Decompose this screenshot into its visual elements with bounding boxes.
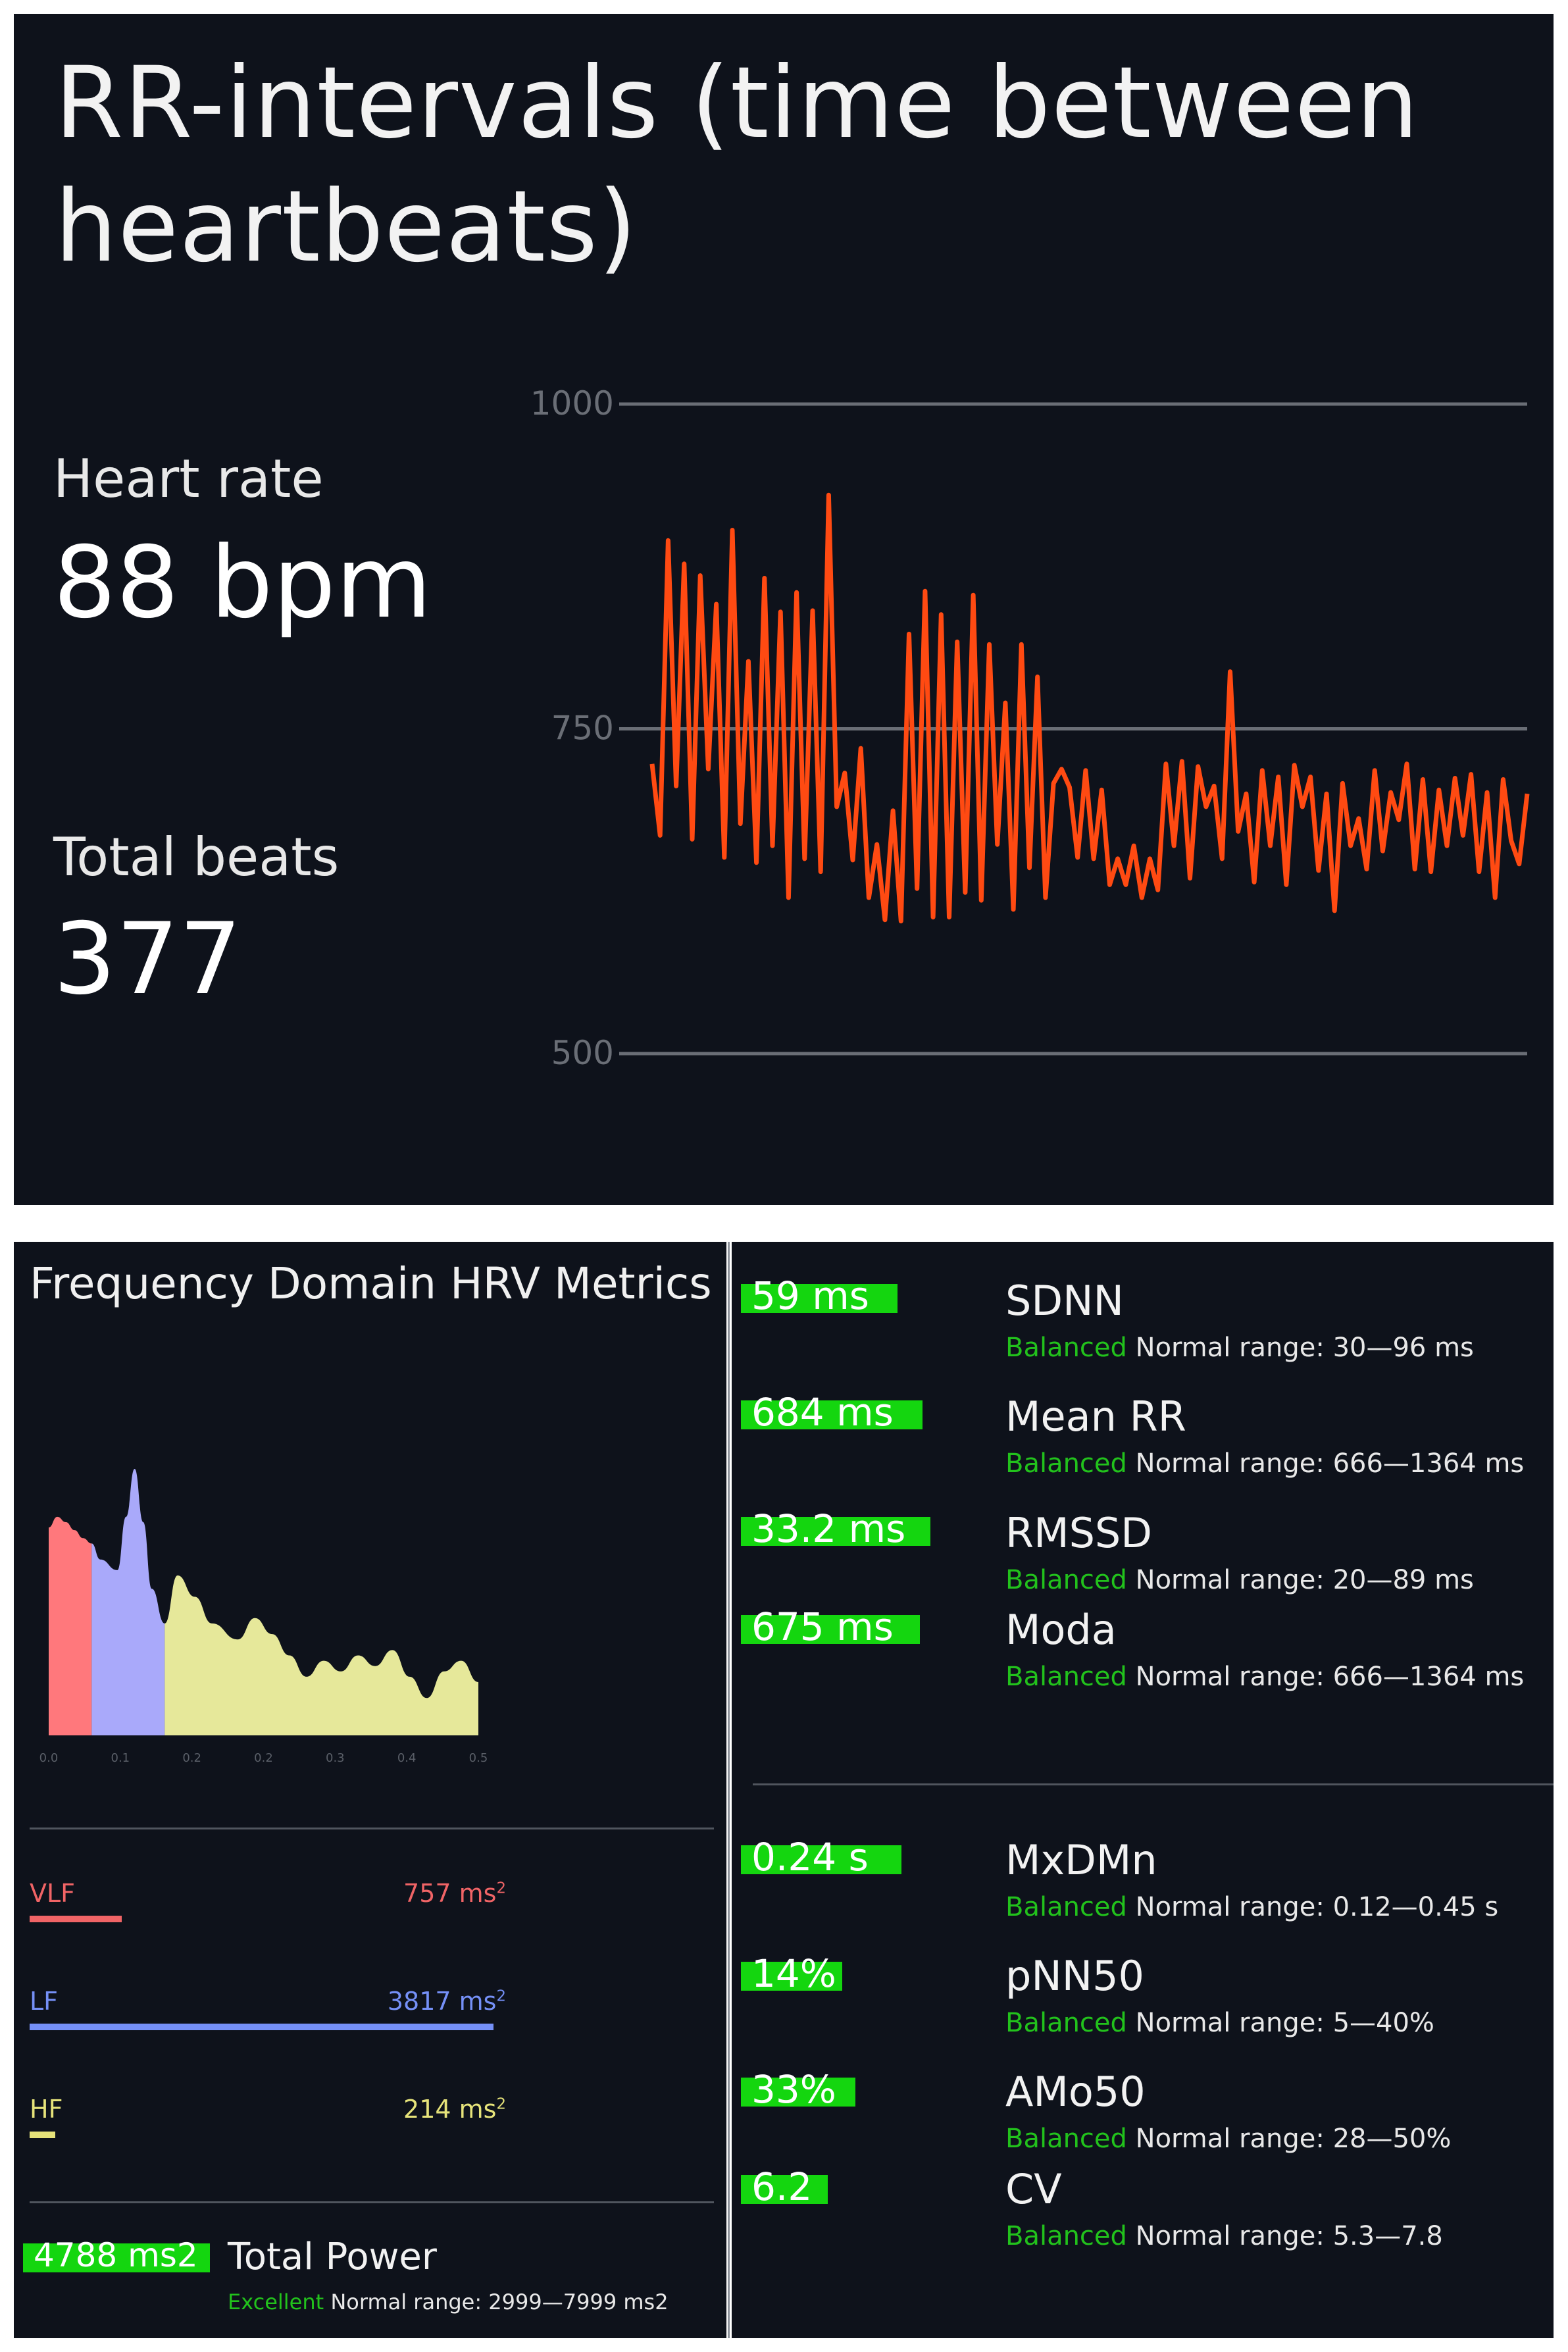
vlf-value: 757 ms2 [403,1879,506,1908]
hf-value: 214 ms2 [403,2095,506,2124]
cv-range: Balanced Normal range: 5.3—7.8 [1005,2221,1443,2251]
amo50-range: Balanced Normal range: 28—50% [1005,2124,1451,2154]
moda-value: 675 ms [741,1608,920,1646]
cv-name: CV [1005,2165,1062,2213]
spectrum-x-tick-label: 0.2 [254,1751,273,1765]
cv-range-text: Normal range: 5.3—7.8 [1135,2221,1443,2251]
moda-range-text: Normal range: 666—1364 ms [1135,1662,1525,1692]
pnn50-status: Balanced [1005,2008,1127,2038]
frequency-domain-panel: Frequency Domain HRV Metrics 0.0 0.1 0.2 0.… [14,1242,726,2338]
mean-rr-range: Balanced Normal range: 666—1364 ms [1005,1448,1524,1479]
amo50-range-text: Normal range: 28—50% [1135,2124,1452,2154]
spectrum-x-tick-label: 0.3 [326,1751,345,1765]
rmssd-name: RMSSD [1005,1509,1153,1557]
lf-bar [30,2024,493,2030]
panel-divider [728,1242,730,2338]
lf-value-number: 3817 [387,1987,451,2016]
mean-rr-value: 684 ms [741,1393,923,1431]
vlf-unit-exp: 2 [496,1879,506,1897]
sdnn-name: SDNN [1005,1277,1124,1325]
rr-title: RR-intervals (time between heartbeats) [55,46,1419,284]
amo50-status: Balanced [1005,2124,1127,2154]
pnn50-range-text: Normal range: 5—40% [1135,2008,1434,2038]
mxdmn-range-text: Normal range: 0.12—0.45 s [1135,1892,1499,1922]
rmssd-range-text: Normal range: 20—89 ms [1135,1565,1474,1595]
moda-name: Moda [1005,1606,1117,1654]
mxdmn-status: Balanced [1005,1892,1127,1922]
hf-label: HF [30,2095,63,2124]
spectrum-x-tick-label: 0.0 [39,1751,59,1765]
hf-bar [30,2132,55,2138]
sdnn-range: Balanced Normal range: 30—96 ms [1005,1333,1474,1363]
hf-unit: ms [459,2095,497,2124]
sdnn-status: Balanced [1005,1333,1127,1363]
mxdmn-name: MxDMn [1005,1836,1157,1884]
cv-value: 6.2 [741,2168,828,2206]
mean-rr-status: Balanced [1005,1448,1127,1479]
rmssd-status: Balanced [1005,1565,1127,1595]
rr-interval-line [649,492,1530,924]
rr-y-tick-label: 1000 [530,384,614,422]
freq-divider-bottom [30,2201,714,2203]
heart-rate-label: Heart rate [53,448,324,509]
total-power-value: 4788 ms2 [23,2239,210,2272]
lf-unit-exp: 2 [496,1987,506,2005]
spectrum-x-tick-label: 0.2 [182,1751,201,1765]
mxdmn-range: Balanced Normal range: 0.12—0.45 s [1005,1892,1498,1922]
metrics-divider [753,1783,1554,1785]
pnn50-value: 14% [741,1955,842,1993]
spectrum-x-tick-label: 0.1 [111,1751,130,1765]
amo50-name: AMo50 [1005,2068,1146,2116]
total-power-name: Total Power [228,2236,437,2278]
rmssd-value: 33.2 ms [741,1510,930,1548]
vlf-label: VLF [30,1879,76,1908]
vlf-bar [30,1916,122,1922]
rmssd-range: Balanced Normal range: 20—89 ms [1005,1565,1474,1595]
freq-divider-top [30,1828,714,1829]
heart-rate-value: 88 bpm [53,526,432,640]
mean-rr-range-text: Normal range: 666—1364 ms [1135,1448,1525,1479]
hrv-spectrum-chart: 0.0 0.1 0.2 0.2 0.3 0.4 0.5 [39,1469,488,1765]
spectrum-x-tick-label: 0.4 [397,1751,417,1765]
sdnn-range-text: Normal range: 30—96 ms [1135,1333,1474,1363]
hf-value-number: 214 [403,2095,451,2124]
total-power-status: Excellent [228,2289,324,2314]
spectrum-area-lf [91,1469,165,1735]
lf-unit: ms [459,1987,497,2016]
moda-status: Balanced [1005,1662,1127,1692]
sdnn-value: 59 ms [741,1277,898,1315]
rr-interval-panel: RR-intervals (time between heartbeats) H… [14,14,1554,1205]
rr-interval-chart: 1000 750 500 [530,384,1530,1072]
rr-y-tick-label: 750 [551,709,614,748]
lf-label: LF [30,1987,59,2016]
rr-y-tick-label: 500 [551,1034,614,1072]
lf-value: 3817 ms2 [388,1987,506,2016]
spectrum-x-tick-label: 0.5 [469,1751,488,1765]
vlf-unit: ms [459,1879,497,1908]
pnn50-name: pNN50 [1005,1952,1145,2000]
cv-status: Balanced [1005,2221,1127,2251]
moda-range: Balanced Normal range: 666—1364 ms [1005,1662,1524,1692]
vlf-value-number: 757 [403,1879,451,1908]
total-power-range: Excellent Normal range: 2999—7999 ms2 [228,2289,669,2314]
total-beats-label: Total beats [53,827,340,888]
freq-title: Frequency Domain HRV Metrics [30,1258,712,1309]
amo50-value: 33% [741,2070,855,2109]
mean-rr-name: Mean RR [1005,1393,1186,1441]
spectrum-area-hf [164,1575,479,1735]
total-power-range-text: Normal range: 2999—7999 ms2 [330,2289,669,2314]
mxdmn-value: 0.24 s [741,1838,901,1876]
hf-unit-exp: 2 [496,2095,506,2113]
pnn50-range: Balanced Normal range: 5—40% [1005,2008,1434,2038]
total-beats-value: 377 [53,902,242,1017]
spectrum-area-vlf [49,1516,92,1735]
